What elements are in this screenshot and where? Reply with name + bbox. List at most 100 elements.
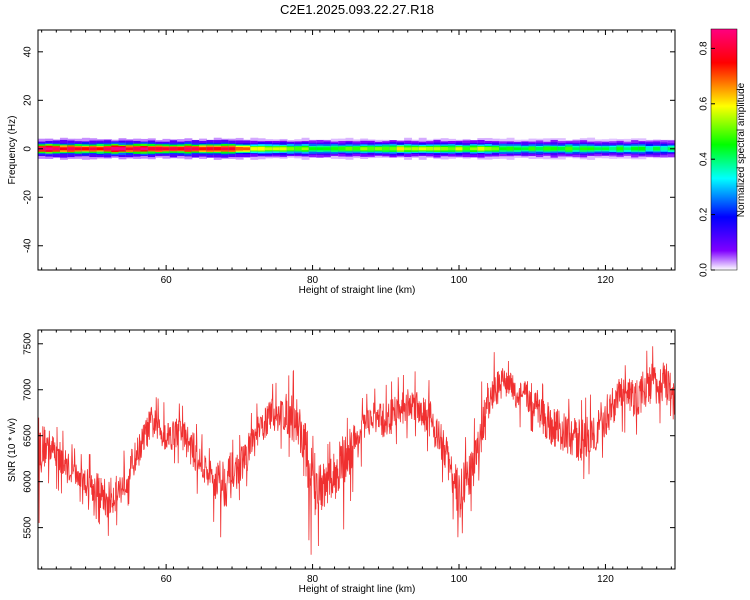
spectrogram-cell [301, 147, 310, 151]
spectrogram-cell [67, 147, 76, 151]
spectrogram-cell [609, 147, 618, 151]
spectrogram-x-label: Height of straight line (km) [299, 285, 416, 296]
spectrogram-cell [118, 147, 127, 151]
spectrogram-x-tick-label: 80 [307, 275, 319, 286]
spectrogram-cell [184, 147, 193, 151]
spectrogram-cell [469, 147, 478, 151]
spectrogram-cell [477, 147, 486, 151]
snr-y-tick-label: 7000 [23, 378, 34, 401]
snr-x-ticks: 60 80 100 120 [41, 330, 672, 585]
spectrogram-y-tick-label: 20 [23, 94, 34, 106]
spectrogram-cell [243, 147, 251, 151]
spectrogram-y-tick-label: -20 [23, 190, 34, 205]
spectrogram-cell [426, 147, 434, 151]
spectrogram-band [38, 137, 675, 160]
spectrogram-cell [587, 147, 596, 151]
spectrogram-y-tick-label: -40 [23, 238, 34, 253]
spectrogram-cell [74, 147, 83, 151]
spectrogram-cell [543, 147, 552, 151]
spectrogram-cell [45, 147, 54, 151]
snr-panel: 60 80 100 120 5500 6000 6500 7000 7500 Height o… [7, 329, 676, 595]
spectrogram-cell [96, 147, 105, 151]
spectrogram-cell [345, 147, 354, 151]
spectrogram-y-label: Frequency (Hz) [7, 116, 18, 185]
spectrogram-cell [52, 147, 61, 151]
spectrogram-cell [506, 147, 515, 151]
spectrogram-cell [550, 147, 559, 151]
spectrogram-x-tick-label: 120 [597, 275, 614, 286]
snr-x-label: Height of straight line (km) [299, 584, 416, 595]
spectrogram-cell [491, 147, 500, 151]
spectrogram-cell [521, 147, 530, 151]
spectrogram-panel: 60 80 100 120 -40 -20 0 20 40 Height of straigh… [7, 29, 676, 296]
spectrogram-cell [323, 147, 332, 151]
spectrogram-cell [411, 147, 420, 151]
spectrogram-cell [565, 147, 574, 151]
spectrogram-x-tick-label: 100 [451, 275, 468, 286]
spectrogram-cell [645, 147, 654, 151]
spectrogram-cell [257, 147, 266, 151]
spectrogram-cell [286, 147, 295, 151]
spectrogram-cell [396, 147, 405, 151]
colorbar-tick-label: 0.6 [699, 96, 710, 110]
spectrogram-x-tick-label: 60 [161, 275, 173, 286]
colorbar-gradient [710, 28, 738, 271]
spectrogram-cell [594, 147, 603, 151]
snr-y-tick-label: 6000 [23, 470, 34, 493]
spectrogram-cell [199, 147, 208, 151]
spectrogram-cell [601, 147, 610, 151]
spectrogram-cell [433, 147, 442, 151]
figure-title: C2E1.2025.093.22.27.R18 [280, 2, 434, 17]
snr-x-tick-label: 100 [451, 574, 468, 585]
spectrogram-cell [572, 147, 581, 151]
colorbar-tick-label: 0.0 [699, 263, 710, 277]
snr-x-tick-label: 120 [597, 574, 614, 585]
spectrogram-cell [221, 147, 229, 151]
spectrogram-cell [81, 147, 90, 151]
spectrogram-cell [316, 147, 325, 151]
spectrogram-cell [147, 147, 156, 151]
spectrogram-cell [338, 147, 347, 151]
snr-series-line [38, 346, 675, 555]
spectrogram-cell [484, 147, 493, 151]
spectrogram-cell [133, 147, 142, 151]
colorbar-tick-label: 0.4 [699, 152, 710, 166]
snr-y-tick-label: 5500 [23, 516, 34, 539]
spectrogram-x-ticks: 60 80 100 120 [41, 30, 672, 286]
spectrogram-cell [250, 147, 259, 151]
spectrogram-cell [623, 147, 632, 151]
spectrogram-cell [455, 147, 464, 151]
snr-series [38, 346, 675, 555]
spectrogram-cell [177, 147, 186, 151]
spectrogram-cell [352, 147, 361, 151]
spectrogram-cell [89, 147, 98, 151]
spectrogram-cell [59, 147, 68, 151]
spectrogram-cell [382, 147, 391, 151]
snr-x-tick-label: 80 [307, 574, 319, 585]
snr-y-tick-label: 7500 [23, 332, 34, 355]
spectrogram-cell [660, 147, 669, 151]
spectrogram-cell [418, 147, 427, 151]
colorbar-tick-label: 0.2 [699, 207, 710, 221]
spectrogram-cell [440, 147, 449, 151]
snr-frame [37, 329, 676, 570]
spectrogram-cell [308, 147, 317, 151]
snr-y-ticks: 5500 6000 6500 7000 7500 [23, 332, 675, 539]
spectrogram-cell [213, 147, 222, 151]
spectrogram-cell [528, 147, 537, 151]
spectrogram-cell [162, 147, 171, 151]
spectrogram-cell [653, 147, 661, 151]
spectrogram-cell [264, 147, 273, 151]
spectrogram-cell [191, 147, 200, 151]
spectrogram-cell [330, 147, 339, 151]
spectrogram-cell [125, 147, 134, 151]
colorbar: 0.0 0.2 0.4 0.6 0.8 Normalized spectral ampl… [699, 28, 747, 277]
spectrogram-cell [513, 147, 522, 151]
colorbar-ticks: 0.0 0.2 0.4 0.6 0.8 [699, 41, 715, 277]
spectrogram-cell [374, 147, 383, 151]
spectrogram-cell [360, 147, 369, 151]
spectrogram-cell [294, 147, 303, 151]
spectrogram-cell [462, 147, 471, 151]
spectrogram-cell [404, 147, 413, 151]
